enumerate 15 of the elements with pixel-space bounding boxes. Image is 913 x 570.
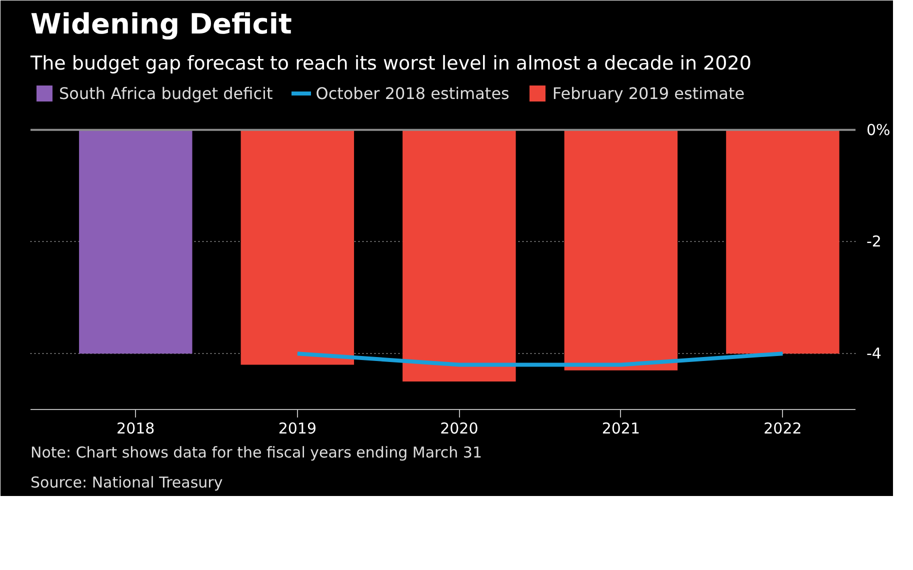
x-tick-label: 2022 xyxy=(764,420,802,438)
legend-label: October 2018 estimates xyxy=(316,84,510,102)
chart-subtitle: The budget gap forecast to reach its worst level in almost a decade in 2020 xyxy=(30,52,752,74)
legend-label: South Africa budget deficit xyxy=(59,84,273,102)
x-tick-label: 2019 xyxy=(278,420,317,438)
x-tick-label: 2021 xyxy=(602,420,640,438)
y-tick-label: -4 xyxy=(866,344,882,363)
x-tick-label: 2018 xyxy=(116,420,155,438)
y-tick-label: 0% xyxy=(866,120,890,139)
legend-label: February 2019 estimate xyxy=(552,84,745,102)
chart-title: Widening Deficit xyxy=(30,8,292,40)
source-note: Source: National Treasury xyxy=(30,474,223,492)
y-tick-label: -2 xyxy=(866,232,882,251)
x-tick-label: 2020 xyxy=(440,420,478,438)
text: Note: Chart shows data for the fiscal years ending March 31 xyxy=(30,444,482,462)
